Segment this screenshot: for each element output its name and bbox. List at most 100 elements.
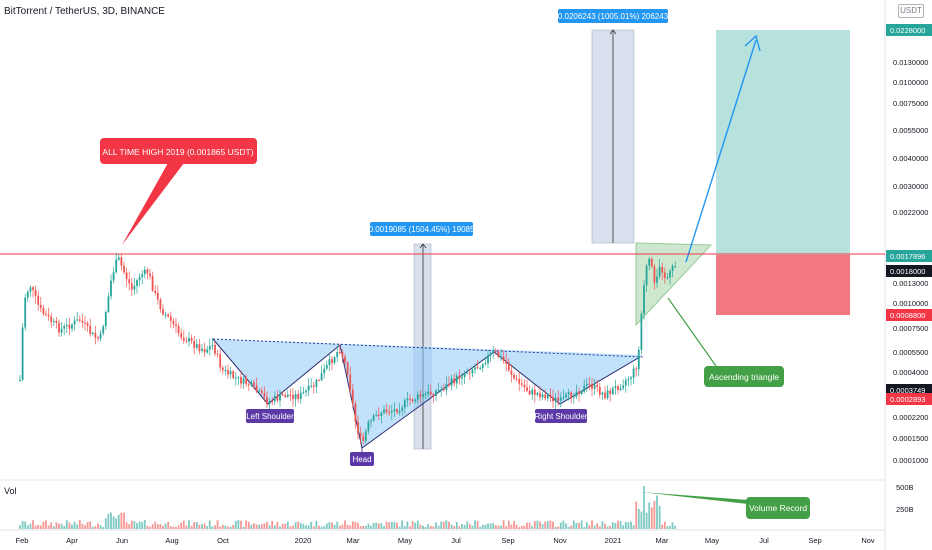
volume-bar (99, 524, 102, 529)
volume-bar (643, 486, 645, 529)
measure-box-1[interactable] (413, 243, 432, 450)
time-axis[interactable]: Feb Apr Jun Aug Oct 2020 Mar May Jul Sep Nov 2021 Ma… (16, 536, 875, 545)
volume-bar (81, 523, 84, 529)
volume-bar (227, 526, 229, 529)
triangle-callout[interactable] (704, 366, 784, 387)
volume-bar (172, 526, 175, 529)
target-zone[interactable] (716, 30, 850, 255)
volume-bar (156, 524, 159, 529)
volume-bar (325, 523, 328, 529)
candle-body (52, 320, 55, 323)
volume-bar (37, 525, 40, 529)
candle-body (26, 291, 29, 298)
price-tick-label: 0.0055000 (893, 126, 928, 135)
candle-body (596, 384, 599, 387)
ascending-triangle[interactable] (635, 242, 713, 327)
volume-bar (182, 520, 185, 529)
volume-bar (357, 522, 359, 529)
candle-body (273, 396, 276, 402)
volume-bar (455, 522, 458, 529)
volume-bar (159, 524, 162, 529)
price-badge-text: 0.0018000 (890, 267, 925, 276)
volume-bar (552, 521, 554, 529)
candle-body (50, 316, 53, 323)
volume-bar (362, 525, 365, 529)
candle-body (435, 390, 437, 396)
candle-body (526, 387, 528, 391)
candle-body (208, 346, 211, 350)
candle-body (528, 390, 531, 395)
candle-body (468, 372, 471, 374)
volume-bar (198, 524, 201, 529)
left-shoulder-label[interactable] (246, 409, 294, 423)
volume-bar (112, 516, 115, 529)
currency-button[interactable]: USDT (898, 4, 924, 18)
stop-zone[interactable] (716, 255, 850, 315)
candle-body (466, 372, 469, 374)
candle-body (362, 436, 365, 441)
candle-body (554, 397, 557, 402)
measure-2-label[interactable] (558, 9, 668, 23)
volume-bar (242, 526, 245, 529)
ath-callout[interactable] (100, 138, 257, 164)
volume-bar (354, 521, 357, 529)
volume-bar (310, 521, 313, 529)
volume-bar (494, 525, 497, 529)
volume-bar (164, 523, 167, 529)
candle-body (580, 391, 583, 395)
candle-body (549, 394, 552, 398)
projection-arrow[interactable] (685, 39, 757, 263)
candle-body (552, 397, 554, 402)
volume-bar (328, 522, 331, 529)
candle-body (110, 280, 112, 297)
measure-arrowhead-2 (609, 29, 617, 35)
volume-bar (671, 522, 674, 529)
volume-bar (247, 522, 250, 529)
volume-bar (268, 525, 271, 529)
candle-body (39, 304, 42, 309)
volume-bar (214, 525, 216, 529)
volume-bar (203, 523, 206, 529)
volume-bar (110, 512, 112, 529)
price-badge-text: 0.0003749 (890, 386, 925, 395)
volume-bar (364, 525, 367, 529)
volume-bar (539, 521, 541, 529)
candle-body (422, 394, 424, 397)
price-axis[interactable]: 0.01700000.01300000.01000000.00750000.00… (893, 25, 928, 465)
volume-bar (359, 526, 362, 529)
right-shoulder-label[interactable] (535, 409, 587, 423)
symbol-title[interactable]: BitTorrent / TetherUS, 3D, BINANCE (4, 6, 165, 17)
candle-body (94, 332, 97, 338)
candle-body (622, 385, 625, 389)
volume-bar (175, 526, 177, 529)
volume-bar (466, 521, 469, 529)
candle-body (455, 375, 458, 384)
volume-bar (619, 521, 622, 529)
volume-record-callout[interactable] (746, 497, 810, 519)
head-label[interactable] (350, 452, 374, 466)
candle-body (463, 372, 466, 378)
candle-body (229, 371, 232, 375)
volume-bar (266, 521, 268, 529)
candle-body (630, 377, 632, 380)
candle-body (289, 394, 292, 396)
volume-bar (468, 524, 471, 529)
volume-bar (442, 521, 445, 529)
candle-body (78, 319, 81, 321)
right-shoulder-text: Right Shoulder (535, 412, 588, 421)
candle-body (242, 378, 245, 384)
volume-bar (656, 495, 658, 529)
candle-body (255, 385, 258, 392)
volume-bar (146, 525, 149, 529)
volume-bar (84, 525, 86, 529)
volume-bar (518, 526, 521, 529)
candle-body (286, 394, 289, 397)
volume-bar (190, 525, 193, 529)
volume-bar (245, 520, 248, 529)
volume-indicator-label[interactable]: Vol (4, 486, 17, 496)
volume-bar (271, 520, 274, 529)
measure-1-label[interactable] (370, 222, 473, 236)
volume-bar (598, 526, 601, 529)
volume-bar (240, 520, 242, 529)
